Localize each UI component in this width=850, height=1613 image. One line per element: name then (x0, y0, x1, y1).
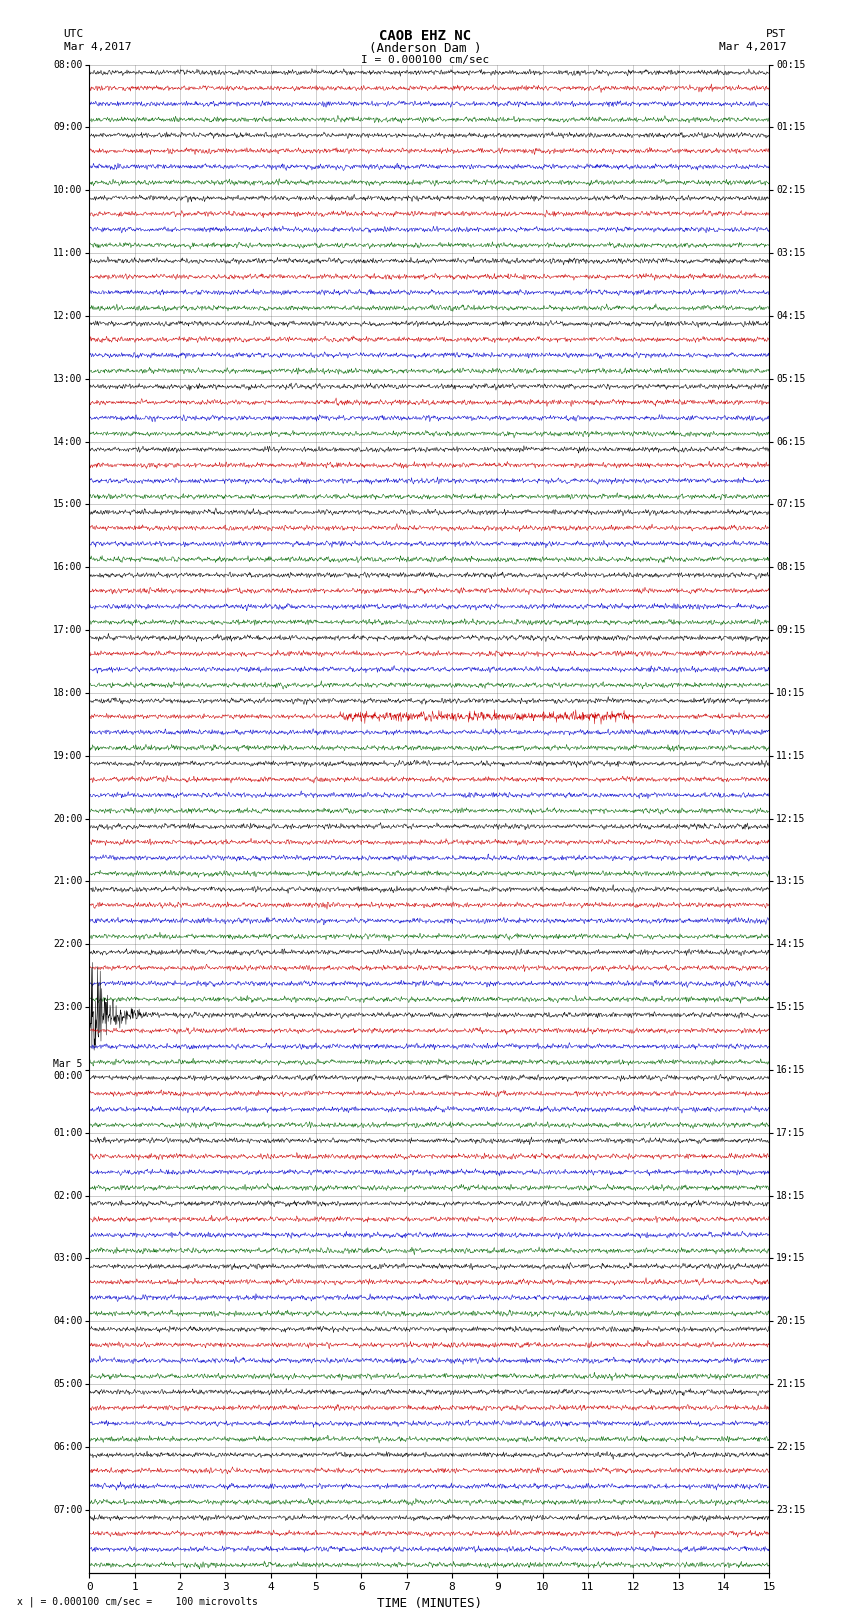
Text: I = 0.000100 cm/sec: I = 0.000100 cm/sec (361, 55, 489, 65)
Text: (Anderson Dam ): (Anderson Dam ) (369, 42, 481, 55)
Text: PST: PST (766, 29, 786, 39)
Text: x | = 0.000100 cm/sec =    100 microvolts: x | = 0.000100 cm/sec = 100 microvolts (17, 1595, 258, 1607)
Text: Mar 4,2017: Mar 4,2017 (719, 42, 786, 52)
Text: Mar 4,2017: Mar 4,2017 (64, 42, 131, 52)
X-axis label: TIME (MINUTES): TIME (MINUTES) (377, 1597, 482, 1610)
Text: UTC: UTC (64, 29, 84, 39)
Text: CAOB EHZ NC: CAOB EHZ NC (379, 29, 471, 44)
